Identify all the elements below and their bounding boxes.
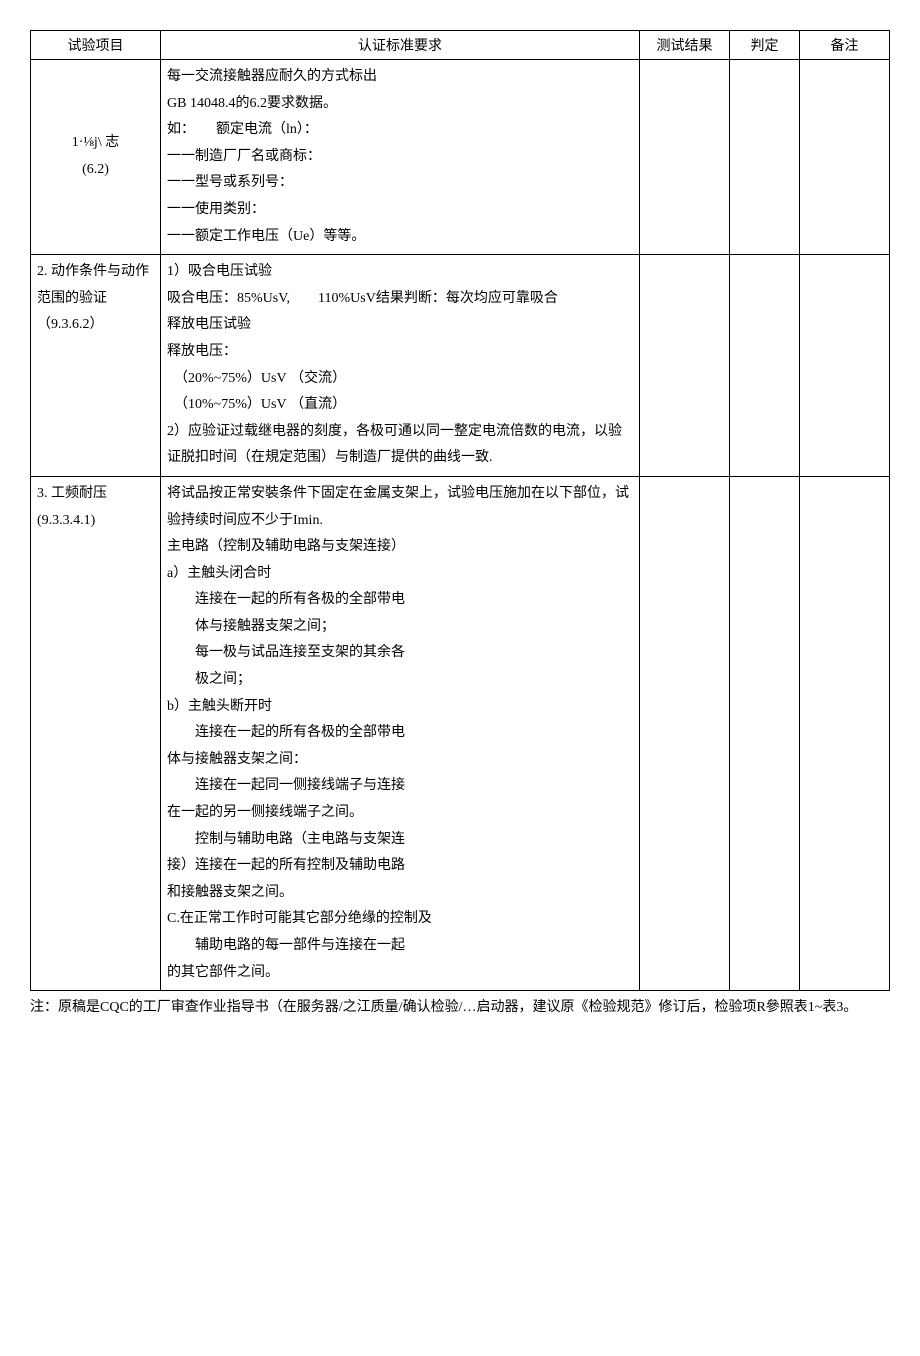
spec-table: 试验项目 认证标准要求 测试结果 判定 备注 1·⅛j\ 志(6.2) 每一交流… — [30, 30, 890, 991]
cell-res — [640, 60, 730, 255]
cell-req: 将试品按正常安裝条件下固定在金属支架上，试验电压施加在以下部位，试验持续时间应不… — [161, 476, 640, 990]
cell-item: 1·⅛j\ 志(6.2) — [31, 60, 161, 255]
cell-res — [640, 255, 730, 477]
footnote: 注：原稿是CQC的工厂审查作业指导书（在服务器/之江质量/确认检验/…启动器，建… — [30, 997, 890, 1019]
header-res: 测试结果 — [640, 31, 730, 60]
table-header-row: 试验项目 认证标准要求 测试结果 判定 备注 — [31, 31, 890, 60]
table-row: 3. 工频耐压(9.3.3.4.1) 将试品按正常安裝条件下固定在金属支架上，试… — [31, 476, 890, 990]
cell-note — [800, 60, 890, 255]
header-item: 试验项目 — [31, 31, 161, 60]
table-row: 1·⅛j\ 志(6.2) 每一交流接触器应耐久的方式标出GB 14048.4的6… — [31, 60, 890, 255]
cell-judge — [730, 476, 800, 990]
cell-item: 2. 动作条件与动作范围的验证（9.3.6.2） — [31, 255, 161, 477]
header-judge: 判定 — [730, 31, 800, 60]
table-row: 2. 动作条件与动作范围的验证（9.3.6.2） 1）吸合电压试验吸合电压：85… — [31, 255, 890, 477]
cell-res — [640, 476, 730, 990]
header-note: 备注 — [800, 31, 890, 60]
cell-note — [800, 255, 890, 477]
header-req: 认证标准要求 — [161, 31, 640, 60]
cell-judge — [730, 255, 800, 477]
cell-note — [800, 476, 890, 990]
cell-judge — [730, 60, 800, 255]
cell-req: 每一交流接触器应耐久的方式标出GB 14048.4的6.2要求数据。如： 额定电… — [161, 60, 640, 255]
cell-req: 1）吸合电压试验吸合电压：85%UsV, 110%UsV结果判断：每次均应可靠吸… — [161, 255, 640, 477]
cell-item: 3. 工频耐压(9.3.3.4.1) — [31, 476, 161, 990]
